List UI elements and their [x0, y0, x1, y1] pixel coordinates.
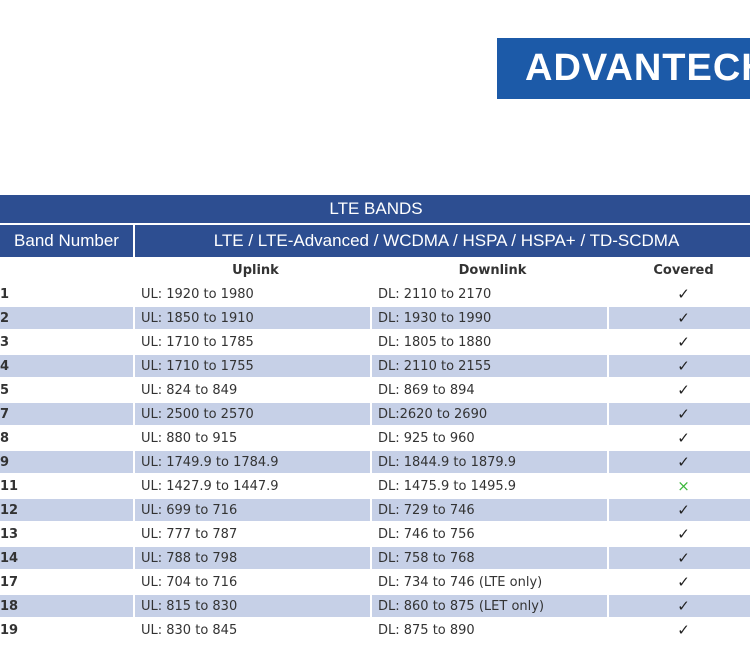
- downlink: DL: 925 to 960: [370, 425, 609, 451]
- uplink: UL: 815 to 830: [133, 593, 372, 619]
- covered: ✓: [606, 425, 750, 451]
- band-row: 9 UL: 1749.9 to 1784.9 DL: 1844.9 to 1879.…: [0, 449, 750, 475]
- band-row: 18 UL: 815 to 830 DL: 860 to 875 (LET only…: [0, 593, 750, 619]
- band-row: 8 UL: 880 to 915 DL: 925 to 960 ✓: [0, 425, 750, 451]
- downlink: DL: 746 to 756: [370, 521, 609, 547]
- covered: ✓: [606, 617, 750, 643]
- band-number: 1: [0, 281, 135, 307]
- downlink: DL:2620 to 2690: [370, 401, 609, 427]
- covered: ✓: [606, 593, 750, 619]
- uplink: UL: 1920 to 1980: [133, 281, 372, 307]
- covered: ✓: [606, 281, 750, 307]
- covered: ✓: [606, 401, 750, 427]
- band-number: 5: [0, 377, 135, 403]
- downlink: DL: 869 to 894: [370, 377, 609, 403]
- band-number: 2: [0, 305, 135, 331]
- covered: ✓: [606, 497, 750, 523]
- band-row: 3 UL: 1710 to 1785 DL: 1805 to 1880 ✓: [0, 329, 750, 355]
- band-number: 8: [0, 425, 135, 451]
- band-number: 13: [0, 521, 135, 547]
- empty-cell: [0, 257, 135, 283]
- band-number: 7: [0, 401, 135, 427]
- downlink: DL: 734 to 746 (LTE only): [370, 569, 609, 595]
- covered: ✓: [606, 521, 750, 547]
- covered: ✓: [606, 377, 750, 403]
- uplink: UL: 1850 to 1910: [133, 305, 372, 331]
- band-number: 4: [0, 353, 135, 379]
- lte-table: LTE BANDS Band Number LTE / LTE-Advanced …: [0, 193, 750, 643]
- band-row: 19 UL: 830 to 845 DL: 875 to 890 ✓: [0, 617, 750, 643]
- uplink: UL: 704 to 716: [133, 569, 372, 595]
- uplink: UL: 1427.9 to 1447.9: [133, 473, 372, 499]
- uplink: UL: 880 to 915: [133, 425, 372, 451]
- covered: ✓: [606, 569, 750, 595]
- column-header: Downlink: [370, 257, 609, 283]
- band-number: 12: [0, 497, 135, 523]
- band-number: 14: [0, 545, 135, 571]
- downlink: DL: 2110 to 2155: [370, 353, 609, 379]
- logo: ADVANTECH: [497, 38, 750, 99]
- uplink: UL: 788 to 798: [133, 545, 372, 571]
- uplink: UL: 1710 to 1755: [133, 353, 372, 379]
- tech-header: LTE / LTE-Advanced / WCDMA / HSPA / HSPA…: [132, 223, 750, 259]
- covered: ✓: [606, 353, 750, 379]
- band-row: 17 UL: 704 to 716 DL: 734 to 746 (LTE only…: [0, 569, 750, 595]
- downlink: DL: 758 to 768: [370, 545, 609, 571]
- uplink: UL: 1749.9 to 1784.9: [133, 449, 372, 475]
- downlink: DL: 2110 to 2170: [370, 281, 609, 307]
- band-number: 9: [0, 449, 135, 475]
- band-row: 4 UL: 1710 to 1755 DL: 2110 to 2155 ✓: [0, 353, 750, 379]
- downlink: DL: 860 to 875 (LET only): [370, 593, 609, 619]
- band-number: 19: [0, 617, 135, 643]
- band-row: 5 UL: 824 to 849 DL: 869 to 894 ✓: [0, 377, 750, 403]
- column-header: Uplink: [133, 257, 372, 283]
- band-number: 11: [0, 473, 135, 499]
- uplink: UL: 777 to 787: [133, 521, 372, 547]
- band-number: 18: [0, 593, 135, 619]
- downlink: DL: 1805 to 1880: [370, 329, 609, 355]
- band-row: 2 UL: 1850 to 1910 DL: 1930 to 1990 ✓: [0, 305, 750, 331]
- downlink: DL: 1844.9 to 1879.9: [370, 449, 609, 475]
- column-header: Covered: [606, 257, 750, 283]
- uplink: UL: 2500 to 2570: [133, 401, 372, 427]
- downlink: DL: 729 to 746: [370, 497, 609, 523]
- band-number: 3: [0, 329, 135, 355]
- band-row: 12 UL: 699 to 716 DL: 729 to 746 ✓: [0, 497, 750, 523]
- uplink: UL: 1710 to 1785: [133, 329, 372, 355]
- covered: ✓: [606, 545, 750, 571]
- downlink: DL: 1475.9 to 1495.9: [370, 473, 609, 499]
- covered: ✓: [606, 449, 750, 475]
- column-header-row: Uplink Downlink Covered: [0, 257, 750, 283]
- covered: ✓: [606, 305, 750, 331]
- covered: ×: [606, 473, 750, 499]
- band-number: 17: [0, 569, 135, 595]
- table-title: LTE BANDS: [0, 193, 750, 225]
- uplink: UL: 699 to 716: [133, 497, 372, 523]
- uplink: UL: 824 to 849: [133, 377, 372, 403]
- band-row: 11 UL: 1427.9 to 1447.9 DL: 1475.9 to 1495…: [0, 473, 750, 499]
- downlink: DL: 875 to 890: [370, 617, 609, 643]
- band-header: Band Number: [0, 223, 135, 259]
- band-row: 7 UL: 2500 to 2570 DL:2620 to 2690 ✓: [0, 401, 750, 427]
- table-wrap: LTE BANDS Band Number LTE / LTE-Advanced …: [0, 193, 750, 650]
- band-row: 1 UL: 1920 to 1980 DL: 2110 to 2170 ✓: [0, 281, 750, 307]
- covered: ✓: [606, 329, 750, 355]
- band-row: 13 UL: 777 to 787 DL: 746 to 756 ✓: [0, 521, 750, 547]
- downlink: DL: 1930 to 1990: [370, 305, 609, 331]
- band-row: 14 UL: 788 to 798 DL: 758 to 768 ✓: [0, 545, 750, 571]
- uplink: UL: 830 to 845: [133, 617, 372, 643]
